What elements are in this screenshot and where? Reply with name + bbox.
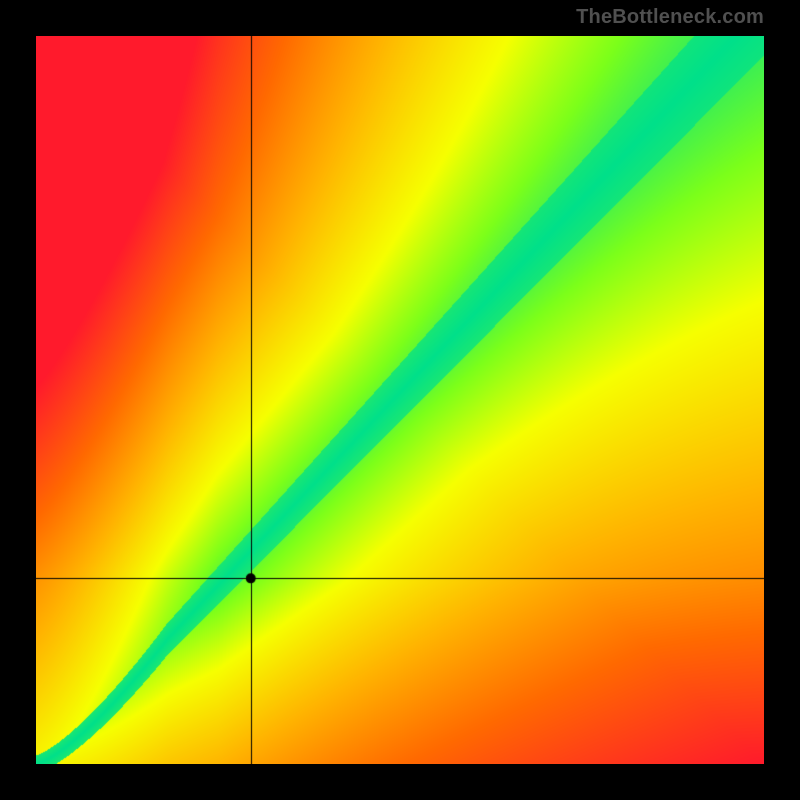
watermark-text: TheBottleneck.com — [576, 6, 764, 29]
heatmap-plot — [36, 36, 764, 764]
heatmap-canvas — [36, 36, 764, 764]
